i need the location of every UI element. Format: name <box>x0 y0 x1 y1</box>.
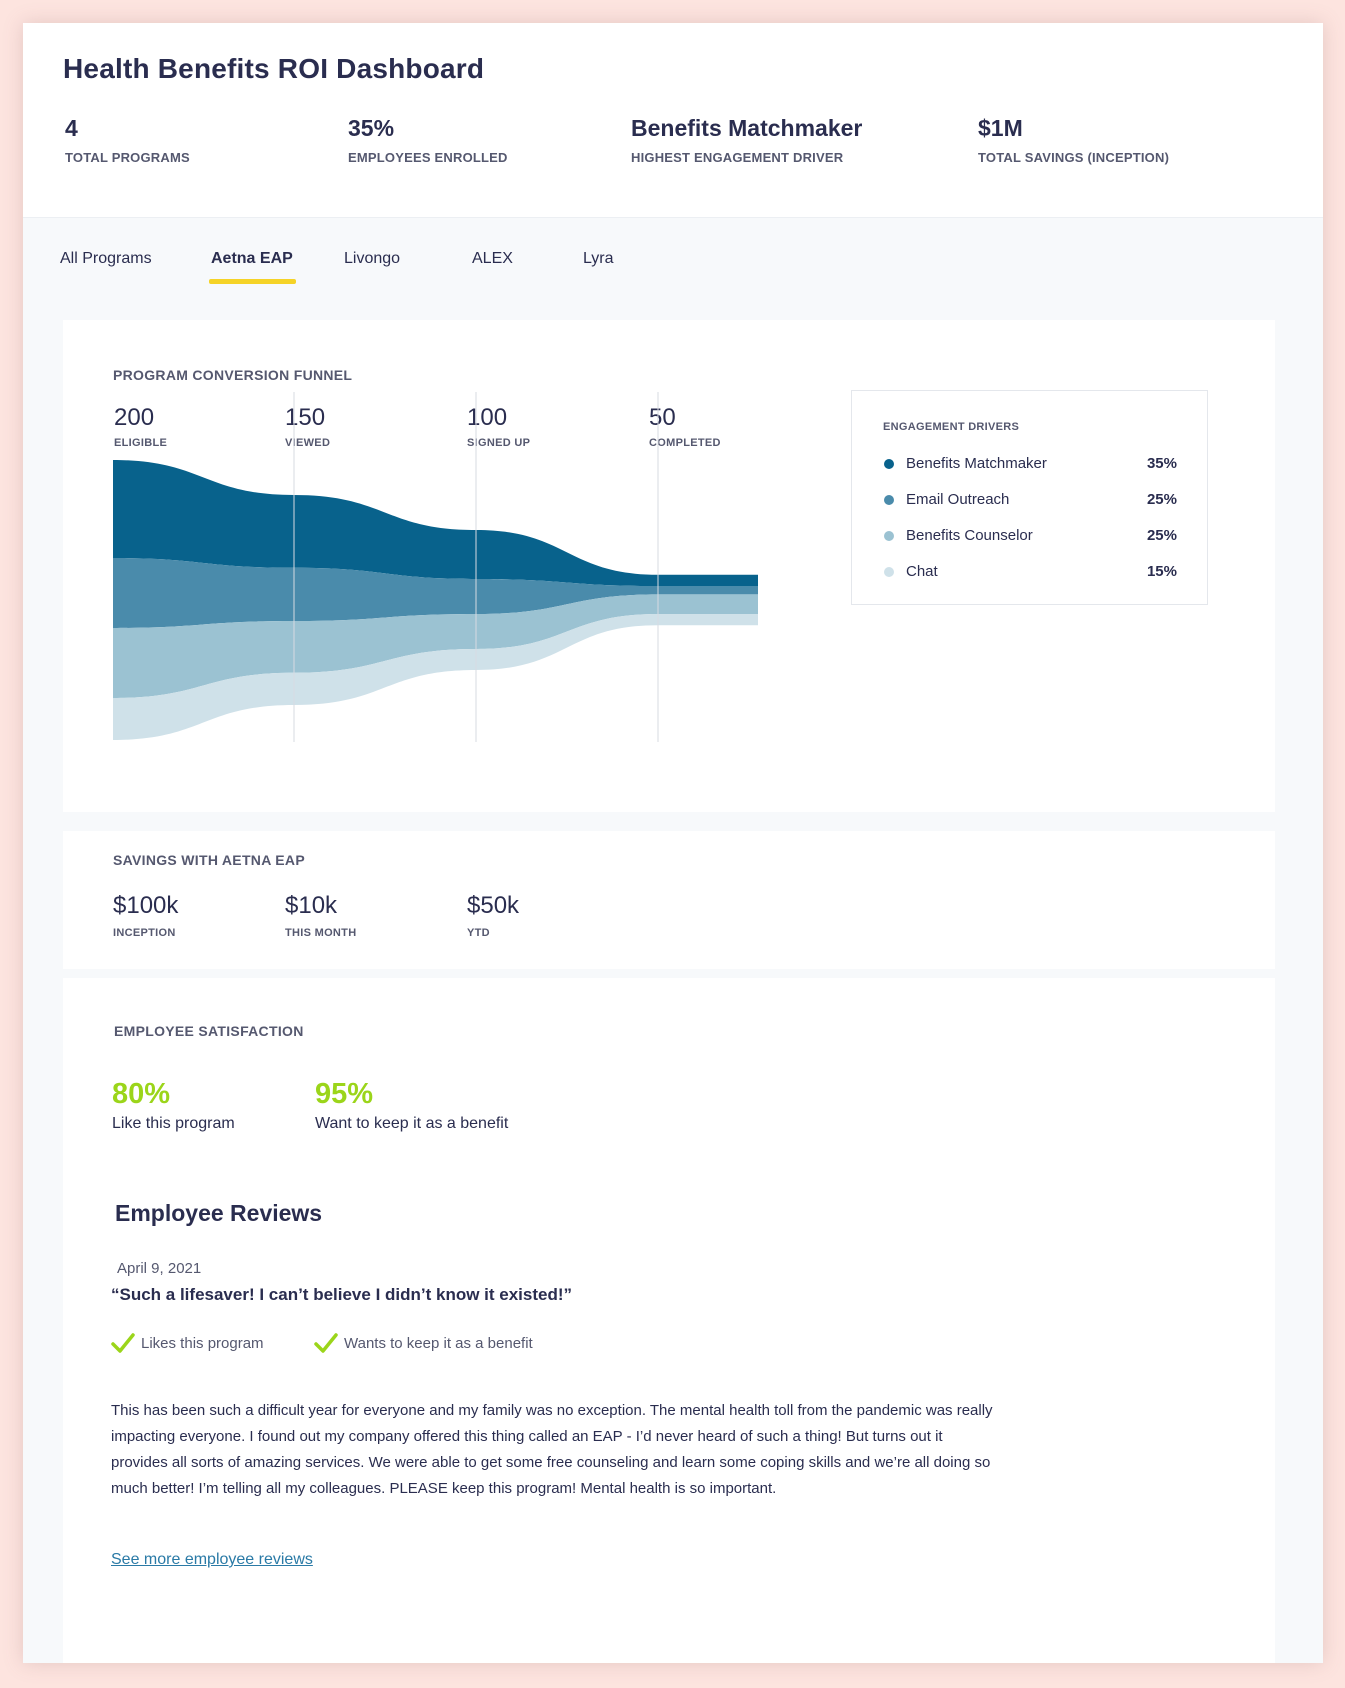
kpi-total-programs: 4 TOTAL PROGRAMS <box>63 115 346 165</box>
kpi-row: 4 TOTAL PROGRAMS 35% EMPLOYEES ENROLLED … <box>63 115 1283 165</box>
funnel-band-benefits-counselor <box>113 594 758 698</box>
satisfaction-label: Like this program <box>112 1115 235 1132</box>
kpi-value: Benefits Matchmaker <box>631 115 863 141</box>
review-tag-label: Wants to keep it as a benefit <box>344 1335 533 1352</box>
satisfaction-value: 95% <box>315 1078 374 1110</box>
kpi-label: EMPLOYEES ENROLLED <box>348 150 508 165</box>
savings-section-label: SAVINGS WITH AETNA EAP <box>113 852 305 868</box>
funnel-stage-completed: 50 COMPLETED <box>649 404 721 449</box>
review-quote: “Such a lifesaver! I can’t believe I did… <box>111 1285 573 1304</box>
funnel-stage-signed-up: 100 SIGNED UP <box>467 404 530 449</box>
satisfaction-like: 80% Like this program <box>112 1078 235 1133</box>
legend-name: Benefits Matchmaker <box>906 455 1047 472</box>
review-date: April 9, 2021 <box>117 1260 202 1277</box>
saving-value: $100k <box>113 892 179 919</box>
saving-ytd: $50k YTD <box>467 892 519 939</box>
legend-name: Email Outreach <box>906 491 1010 508</box>
employee-satisfaction-card: EMPLOYEE SATISFACTION 80% Like this prog… <box>63 978 1275 1663</box>
tab-lyra[interactable]: Lyra <box>583 250 614 267</box>
saving-label: THIS MONTH <box>285 927 357 939</box>
dashboard-header: Health Benefits ROI Dashboard 4 TOTAL PR… <box>23 23 1323 218</box>
legend-item-chat: Chat 15% <box>883 562 1177 582</box>
reviews-title: Employee Reviews <box>115 1200 323 1226</box>
stage-value: 100 <box>467 404 508 431</box>
stage-label: ELIGIBLE <box>114 437 168 449</box>
legend-pct: 35% <box>1146 455 1177 472</box>
saving-label: INCEPTION <box>113 927 176 939</box>
kpi-label: HIGHEST ENGAGEMENT DRIVER <box>631 150 844 165</box>
kpi-value: $1M <box>978 115 1023 141</box>
satisfaction-keep: 95% Want to keep it as a benefit <box>315 1078 508 1133</box>
saving-value: $10k <box>285 892 338 919</box>
stage-value: 50 <box>649 404 676 431</box>
satisfaction-label: Want to keep it as a benefit <box>315 1115 509 1132</box>
satisfaction-section-label: EMPLOYEE SATISFACTION <box>114 1023 304 1039</box>
funnel-chart <box>113 392 758 742</box>
check-icon <box>314 1333 338 1353</box>
saving-inception: $100k INCEPTION <box>113 892 178 939</box>
kpi-total-savings: $1M TOTAL SAVINGS (INCEPTION) <box>976 115 1259 165</box>
legend-dot <box>884 567 894 577</box>
kpi-engagement-driver: Benefits Matchmaker HIGHEST ENGAGEMENT D… <box>629 115 976 165</box>
savings-card: SAVINGS WITH AETNA EAP $100k INCEPTION $… <box>63 831 1275 969</box>
saving-value: $50k <box>467 892 520 919</box>
saving-this-month: $10k THIS MONTH <box>285 892 356 939</box>
stage-value: 150 <box>285 404 326 431</box>
stage-label: VIEWED <box>285 437 331 449</box>
kpi-employees-enrolled: 35% EMPLOYEES ENROLLED <box>346 115 629 165</box>
stage-label: SIGNED UP <box>467 437 531 449</box>
stage-value: 200 <box>114 404 155 431</box>
see-more-reviews-link[interactable]: See more employee reviews <box>111 1551 313 1568</box>
funnel-band-email-outreach <box>113 558 758 628</box>
legend-pct: 25% <box>1146 527 1177 544</box>
legend-dot <box>884 495 894 505</box>
legend-item-benefits-matchmaker: Benefits Matchmaker 35% <box>883 454 1177 474</box>
funnel-stage-eligible: 200 ELIGIBLE <box>114 404 167 449</box>
kpi-value: 4 <box>65 115 78 141</box>
legend-title: ENGAGEMENT DRIVERS <box>883 421 1020 433</box>
legend-name: Chat <box>906 563 938 580</box>
tab-aetna-eap[interactable]: Aetna EAP <box>211 250 293 267</box>
stage-label: COMPLETED <box>649 437 721 449</box>
check-icon <box>111 1333 135 1353</box>
legend-pct: 25% <box>1146 491 1177 508</box>
tab-all-programs[interactable]: All Programs <box>60 250 152 267</box>
satisfaction-value: 80% <box>112 1078 171 1110</box>
legend-dot <box>884 459 894 469</box>
funnel-band-chat <box>113 614 758 740</box>
legend-item-benefits-counselor: Benefits Counselor 25% <box>883 526 1177 546</box>
tab-alex[interactable]: ALEX <box>472 250 513 267</box>
saving-label: YTD <box>467 927 490 939</box>
funnel-band-benefits-matchmaker <box>113 460 758 586</box>
legend-name: Benefits Counselor <box>906 527 1033 544</box>
kpi-value: 35% <box>348 115 395 141</box>
program-tabs: All Programs Aetna EAP Livongo ALEX Lyra <box>23 218 1323 290</box>
review-tag-label: Likes this program <box>141 1335 264 1352</box>
legend-item-email-outreach: Email Outreach 25% <box>883 490 1177 510</box>
kpi-label: TOTAL SAVINGS (INCEPTION) <box>978 150 1170 165</box>
legend-pct: 15% <box>1146 563 1177 580</box>
funnel-section-label: PROGRAM CONVERSION FUNNEL <box>113 367 353 383</box>
funnel-stage-viewed: 150 VIEWED <box>285 404 330 449</box>
engagement-drivers-legend: ENGAGEMENT DRIVERS Benefits Matchmaker 3… <box>851 390 1208 605</box>
tab-livongo[interactable]: Livongo <box>344 250 401 267</box>
review-body: This has been such a difficult year for … <box>111 1402 993 1497</box>
kpi-label: TOTAL PROGRAMS <box>65 150 190 165</box>
page-title: Health Benefits ROI Dashboard <box>63 53 485 84</box>
dashboard-window: Health Benefits ROI Dashboard 4 TOTAL PR… <box>23 23 1323 1663</box>
legend-dot <box>884 531 894 541</box>
conversion-funnel-card: PROGRAM CONVERSION FUNNEL 200 ELIGIBLE 1… <box>63 320 1275 812</box>
active-tab-indicator <box>209 279 296 284</box>
